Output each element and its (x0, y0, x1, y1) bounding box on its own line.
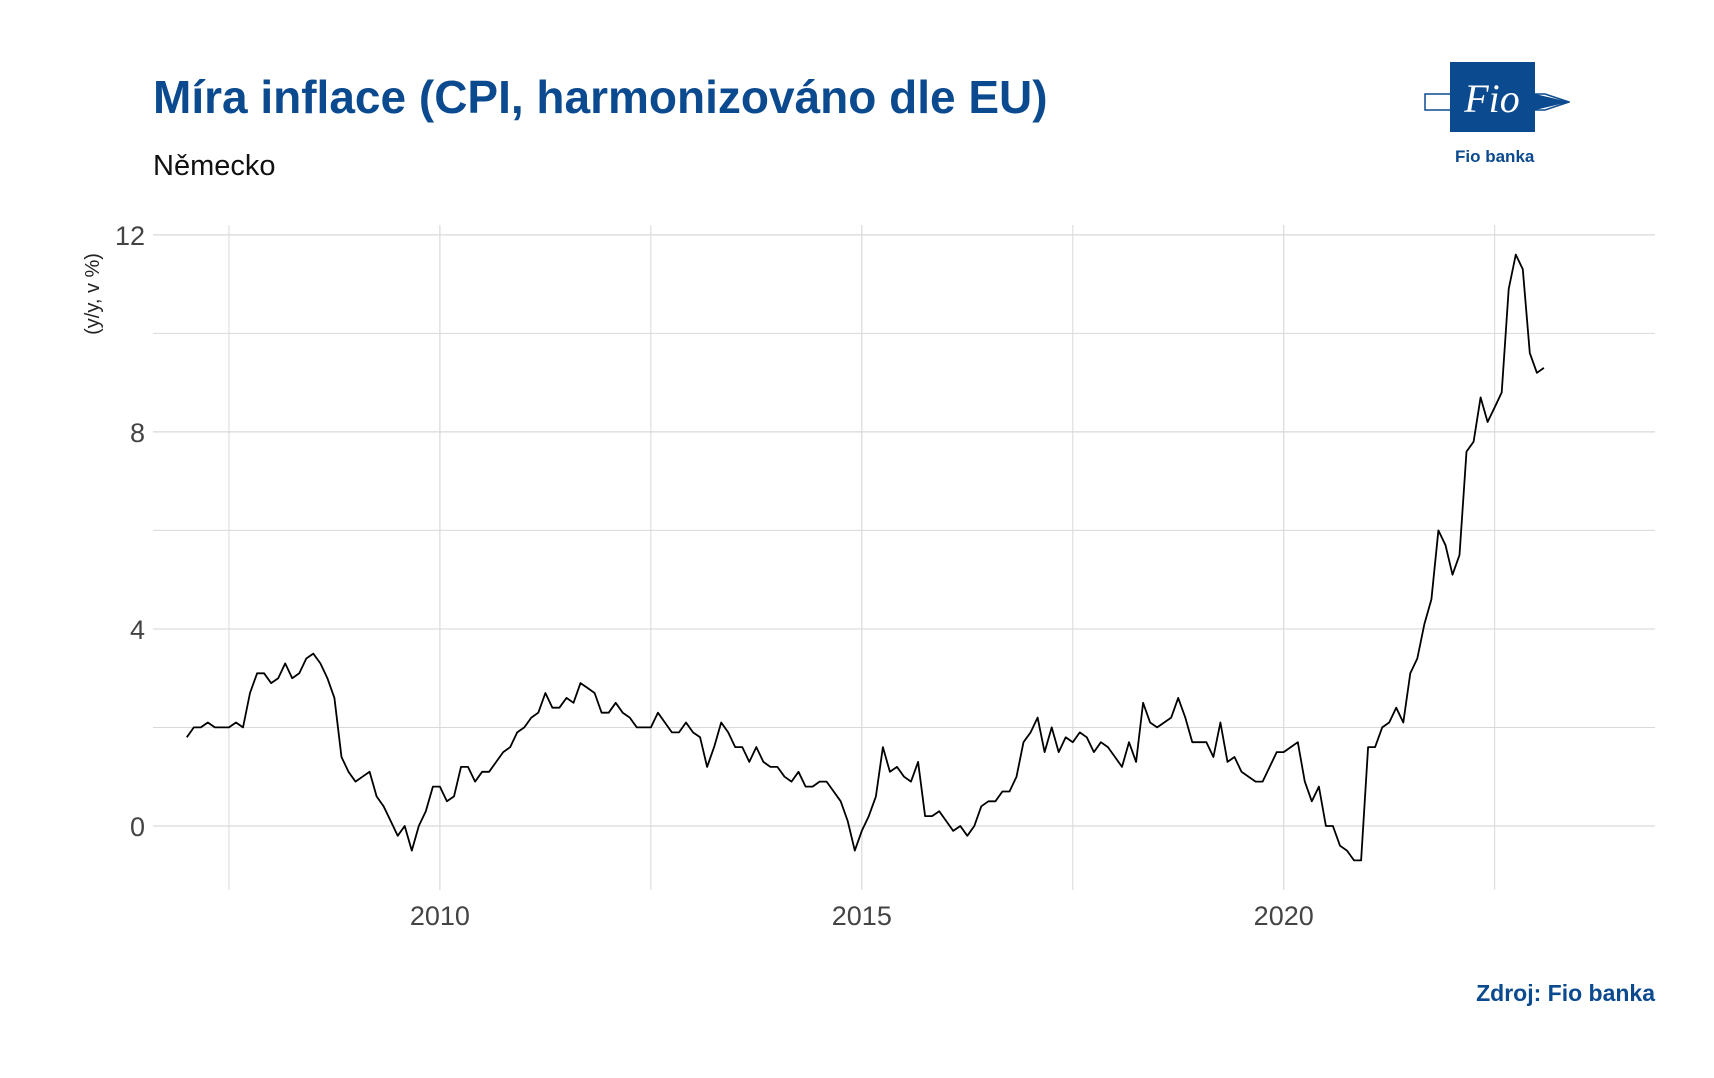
logo-square (1450, 62, 1535, 132)
logo-arrow-tip (1535, 94, 1569, 110)
logo-caption: Fio banka (1455, 147, 1535, 166)
y-tick-label: 0 (130, 812, 145, 842)
logo-mark: Fio (1463, 76, 1520, 121)
x-tick-label: 2015 (832, 901, 892, 931)
y-tick-label: 8 (130, 418, 145, 448)
chart-title: Míra inflace (CPI, harmonizováno dle EU) (153, 71, 1048, 123)
fio-logo-icon: Fio (1424, 62, 1570, 132)
x-tick-label: 2010 (410, 901, 470, 931)
source-note: Zdroj: Fio banka (1476, 980, 1655, 1006)
y-tick-label: 12 (115, 221, 145, 251)
y-axis-label: (y/y, v %) (82, 253, 104, 335)
x-tick-label: 2020 (1254, 901, 1314, 931)
series-line (186, 253, 1545, 862)
chart-subtitle: Německo (153, 150, 276, 182)
y-tick-label: 4 (130, 615, 145, 645)
